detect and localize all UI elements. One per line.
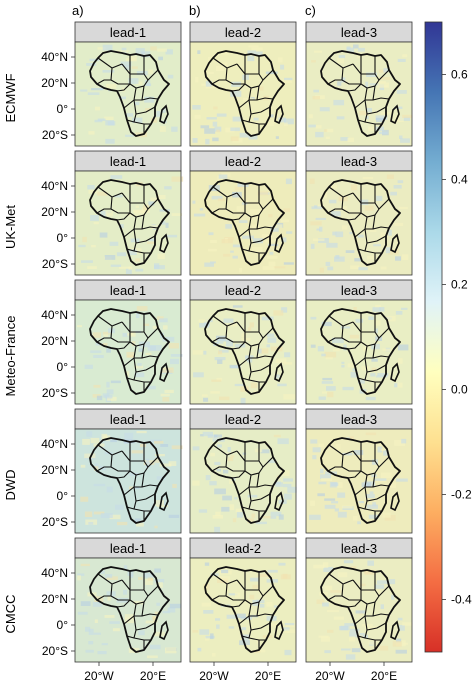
colorbar-tick-label: 0.6 [451, 68, 468, 82]
lat-tick-label: 0° [57, 618, 69, 632]
lead-label: lead-1 [110, 25, 146, 40]
lead-label: lead-2 [225, 154, 261, 169]
map-panel: lead-2 [189, 21, 297, 147]
field-texture [313, 560, 413, 660]
map-panel: lead-1 [71, 150, 184, 276]
panel-frame [74, 170, 182, 276]
lat-tick-label: 0° [57, 102, 69, 116]
panel-frame [305, 170, 413, 276]
lat-tick-label: 20°N [41, 592, 68, 606]
field-texture [80, 44, 178, 144]
lead-label: lead-3 [341, 412, 377, 427]
model-label: Meteo-France [3, 316, 18, 397]
lat-tick-label: 0° [57, 231, 69, 245]
lat-tick-label: 40°N [41, 437, 68, 451]
lead-label: lead-2 [225, 25, 261, 40]
lat-tick-label: 40°N [41, 566, 68, 580]
lead-label: lead-3 [341, 283, 377, 298]
lon-tick-label: 20°E [140, 669, 166, 683]
colorbar: 0.6 0.4 0.2 0.0 -0.2 -0.4 [424, 21, 472, 653]
panel-frame [74, 557, 182, 663]
field-texture [192, 431, 297, 533]
map-panel: lead-3 [305, 537, 413, 663]
lead-label: lead-3 [341, 154, 377, 169]
lon-tick-label: 20°E [371, 669, 397, 683]
lead-label: lead-1 [110, 541, 146, 556]
lat-tick-label: 40°N [41, 50, 68, 64]
lat-tick-label: 0° [57, 360, 69, 374]
field-texture [309, 174, 409, 273]
colorbar-gradient [424, 21, 443, 653]
model-label: CMCC [3, 595, 18, 634]
lead-label: lead-1 [110, 154, 146, 169]
model-label: ECMWF [3, 73, 18, 122]
lat-tick-label: 20°S [42, 386, 68, 400]
panel-frame [305, 557, 413, 663]
lon-tick-label: 20°E [255, 669, 281, 683]
panel-frame [74, 428, 182, 534]
map-panel: lead-1 [71, 279, 183, 405]
panel-frame [189, 41, 297, 147]
model-label: DWD [3, 469, 18, 500]
lat-tick-label: 40°N [41, 179, 68, 193]
colorbar-tick-label: 0.2 [451, 278, 468, 292]
field-texture [309, 432, 408, 525]
map-panel: lead-3 [305, 150, 413, 276]
lead-label: lead-2 [225, 412, 261, 427]
column-letter: c) [305, 3, 316, 18]
column-letter: a) [72, 3, 84, 18]
lead-label: lead-3 [341, 25, 377, 40]
colorbar-tick-label: 0.4 [451, 173, 468, 187]
colorbar-tick-label: -0.2 [451, 488, 472, 502]
map-panel: lead-2 [189, 150, 297, 276]
map-panel: lead-3 [305, 279, 413, 405]
lon-tick-label: 20°W [315, 669, 345, 683]
map-panel: lead-1 [71, 21, 182, 147]
map-panel: lead-1 [71, 537, 182, 663]
lat-tick-label: 20°N [41, 76, 68, 90]
colorbar-tick-label: -0.4 [451, 593, 472, 607]
map-panel: lead-3 [305, 21, 413, 147]
lead-label: lead-2 [225, 283, 261, 298]
panel-frame [189, 299, 297, 405]
lon-tick-label: 20°W [199, 669, 229, 683]
lat-tick-label: 0° [57, 489, 69, 503]
panel-frame [189, 428, 297, 534]
lead-label: lead-1 [110, 412, 146, 427]
panel-frame [305, 299, 413, 405]
lat-tick-label: 20°S [42, 257, 68, 271]
panel-frame [189, 557, 297, 663]
field-texture [192, 173, 294, 273]
map-panel: lead-2 [189, 537, 297, 663]
lat-tick-label: 20°N [41, 334, 68, 348]
lat-tick-label: 20°N [41, 205, 68, 219]
lat-tick-label: 20°S [42, 128, 68, 142]
lead-label: lead-1 [110, 283, 146, 298]
map-panel: lead-3 [305, 408, 413, 534]
column-letter: b) [189, 3, 201, 18]
map-panel: lead-1 [71, 408, 183, 534]
map-panel: lead-2 [189, 279, 297, 405]
map-field [306, 42, 412, 146]
map-panel: lead-2 [189, 408, 297, 534]
panel-frame [305, 41, 413, 147]
lead-label: lead-2 [225, 541, 261, 556]
lead-label: lead-3 [341, 541, 377, 556]
lat-tick-label: 20°N [41, 463, 68, 477]
panel-frame [74, 299, 182, 405]
panel-frame [189, 170, 297, 276]
lat-tick-label: 20°S [42, 644, 68, 658]
lat-tick-label: 20°S [42, 515, 68, 529]
lat-tick-label: 40°N [41, 308, 68, 322]
colorbar-tick-label: 0.0 [451, 383, 468, 397]
map-field [306, 300, 412, 404]
panel-frame [305, 428, 413, 534]
model-label: UK-Met [3, 205, 18, 249]
lon-tick-label: 20°W [84, 669, 114, 683]
panel-frame [74, 41, 182, 147]
